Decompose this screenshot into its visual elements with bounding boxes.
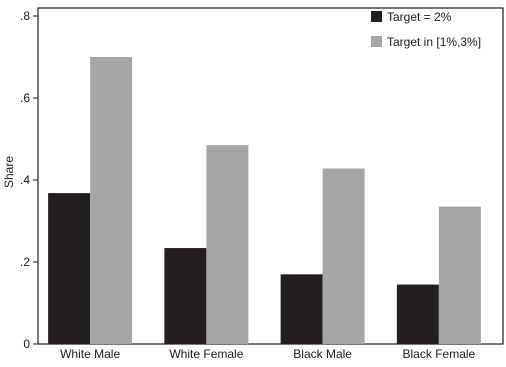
- y-axis-label: Share: [2, 156, 16, 188]
- bar-target-2pct-black-female: [396, 284, 439, 344]
- y-tick-label: .6: [20, 91, 30, 105]
- y-tick-label: 0: [23, 337, 30, 351]
- bar-target-2pct-white-female: [164, 248, 207, 344]
- tick-labels: 0 .2 .4 .6 .8 White Male White Female Black Mal…: [20, 9, 476, 361]
- y-tick-label: .2: [20, 255, 30, 269]
- legend-swatch: [371, 36, 382, 47]
- x-tick-label: White Male: [60, 347, 120, 361]
- legend: Target = 2% Target in [1%,3%]: [371, 10, 481, 49]
- bar-target-range-black-female: [438, 206, 481, 344]
- bar-target-2pct-black-male: [280, 274, 323, 344]
- bar-target-2pct-white-male: [48, 193, 91, 344]
- plot-frame: [37, 7, 504, 345]
- legend-label: Target = 2%: [387, 10, 452, 24]
- y-tick-label: .8: [20, 9, 30, 23]
- legend-label: Target in [1%,3%]: [387, 35, 481, 49]
- x-tick-label: White Female: [169, 347, 243, 361]
- bar-target-range-white-female: [206, 145, 249, 344]
- x-tick-label: Black Female: [403, 347, 476, 361]
- y-tick-label: .4: [20, 173, 30, 187]
- legend-swatch: [371, 11, 382, 22]
- x-tick-label: Black Male: [293, 347, 352, 361]
- bars: [48, 57, 481, 344]
- bar-target-range-black-male: [322, 168, 365, 344]
- bar-target-range-white-male: [90, 57, 133, 344]
- axes: [33, 7, 504, 345]
